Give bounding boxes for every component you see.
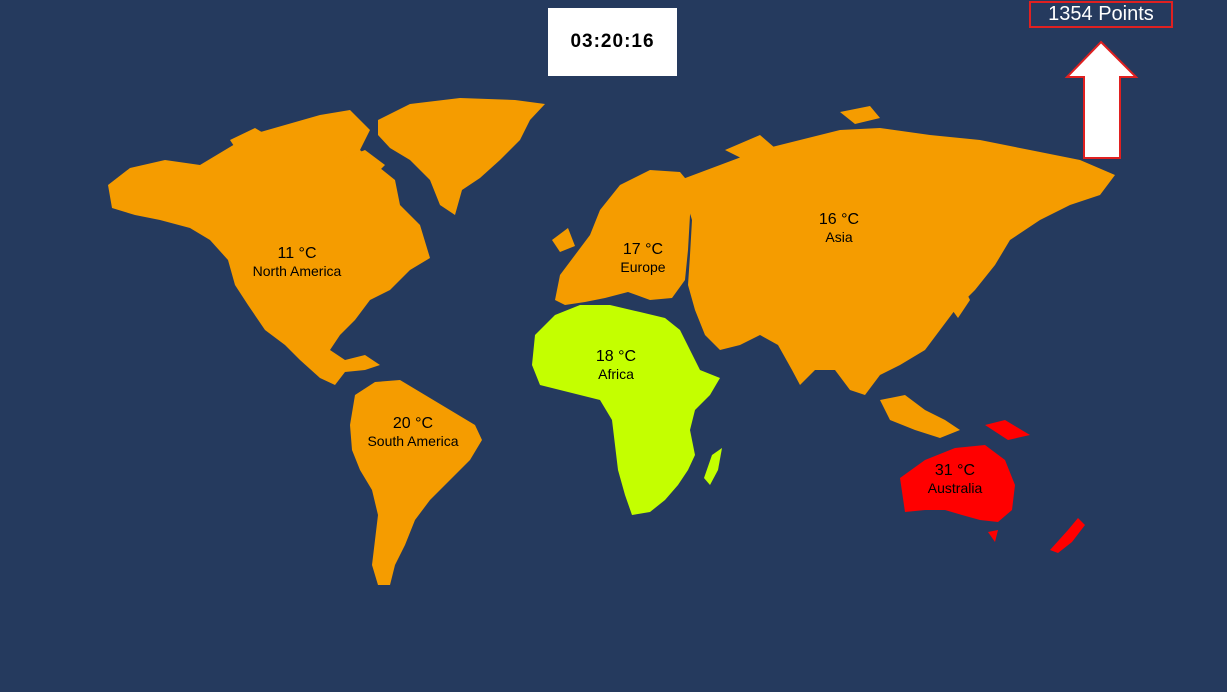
continent-europe[interactable] <box>552 170 695 305</box>
greenland <box>378 98 545 215</box>
name-europe: Europe <box>620 259 666 276</box>
label-europe: 17 °C Europe <box>620 241 665 275</box>
name-africa: Africa <box>598 366 634 383</box>
continent-australia[interactable] <box>900 420 1085 553</box>
temperature-asia: 16 °C <box>818 211 860 228</box>
name-asia: Asia <box>825 229 853 246</box>
temperature-africa: 18 °C <box>595 348 637 365</box>
temperature-australia: 31 °C <box>934 462 976 479</box>
continent-north-america[interactable] <box>108 110 430 385</box>
temperature-europe: 17 °C <box>622 241 664 258</box>
continent-south-america[interactable] <box>350 380 482 585</box>
continent-asia[interactable] <box>680 106 1115 438</box>
temperature-south-america: 20 °C <box>392 415 434 432</box>
continent-africa[interactable] <box>532 305 722 515</box>
name-south-america: South America <box>367 433 459 450</box>
label-africa: 18 °C Africa <box>596 348 636 382</box>
label-australia: 31 °C Australia <box>928 462 982 496</box>
name-north-america: North America <box>252 263 342 280</box>
label-south-america: 20 °C South America <box>367 415 458 449</box>
label-north-america: 11 °C North America <box>253 245 342 279</box>
name-australia: Australia <box>927 480 983 497</box>
score-display: 1354 Points <box>1029 1 1173 28</box>
label-asia: 16 °C Asia <box>819 211 859 245</box>
game-timer: 03:20:16 <box>548 8 677 76</box>
temperature-north-america: 11 °C <box>277 245 317 262</box>
